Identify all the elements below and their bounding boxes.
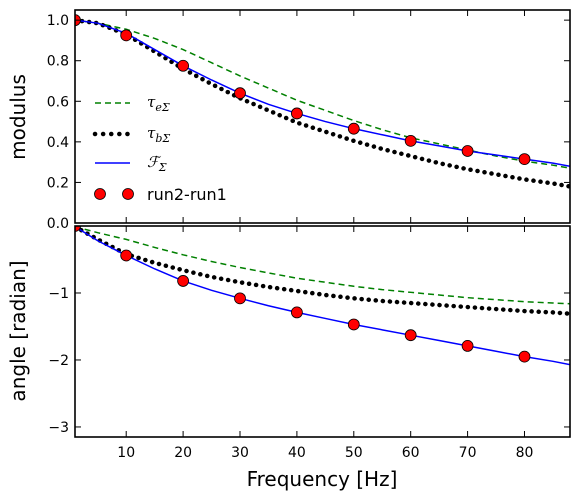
angle-y-tick-label: −2 <box>48 353 69 369</box>
angle-y-tick-label: −1 <box>48 286 69 302</box>
angle-panel: −3 −2 −1 10 20 30 40 50 60 70 80 angle [radian] F… <box>6 225 571 491</box>
modulus-y-tick-label: 0.0 <box>47 216 69 232</box>
legend-label-base: τ <box>147 93 156 111</box>
modulus-y-tick-label: 0.6 <box>47 94 69 110</box>
angle-series-group <box>75 226 570 366</box>
modulus-series-2-line <box>75 19 570 167</box>
angle-x-ticks: 10 20 30 40 50 60 70 80 <box>117 226 533 461</box>
modulus-y-tick-label: 1.0 <box>47 13 69 29</box>
angle-series-3-marker <box>518 350 531 363</box>
x-tick-label: 20 <box>174 445 192 461</box>
legend-label-subscript: bΣ <box>155 132 170 145</box>
angle-series-3-marker <box>120 249 133 262</box>
angle-y-ticks: −3 −2 −1 <box>48 286 570 436</box>
modulus-series-3-marker <box>120 29 133 42</box>
modulus-y-tick-label: 0.2 <box>47 175 69 191</box>
legend-label-base: τ <box>147 124 156 142</box>
modulus-series-3-marker <box>177 59 190 72</box>
modulus-y-tick-label: 0.8 <box>47 54 69 70</box>
modulus-series-3-marker <box>234 87 246 100</box>
modulus-panel: 0.00.20.40.60.81.0 modulus τeΣτbΣℱΣrun2-… <box>6 9 571 232</box>
legend-marker <box>122 188 134 200</box>
x-tick-label: 80 <box>516 445 534 461</box>
legend-label-base: ℱ <box>147 153 162 171</box>
modulus-y-tick-label: 0.4 <box>47 135 69 151</box>
modulus-series-3-marker <box>347 122 360 135</box>
modulus-x-ticks <box>125 10 525 223</box>
legend-label: τbΣ <box>147 124 170 145</box>
x-tick-label: 60 <box>402 445 420 461</box>
x-tick-label: 40 <box>288 445 306 461</box>
x-axis-label: Frequency [Hz] <box>247 467 398 491</box>
angle-series-3-marker <box>177 275 190 287</box>
modulus-series-3-marker <box>290 107 303 120</box>
x-tick-label: 30 <box>231 445 249 461</box>
angle-plot-area <box>75 226 570 366</box>
angle-series-0-line <box>75 226 570 305</box>
angle-series-3-marker <box>234 292 246 305</box>
legend-marker <box>94 188 106 200</box>
modulus-series-3-marker <box>518 153 531 166</box>
modulus-series-0-line <box>75 19 570 169</box>
angle-series-3-marker <box>75 226 81 232</box>
modulus-series-3-marker <box>404 134 417 147</box>
angle-series-1-line <box>75 226 570 316</box>
modulus-y-ticks: 0.0 0.2 0.4 0.6 0.8 1.0 <box>47 13 570 232</box>
modulus-series-1-line <box>75 17 570 189</box>
modulus-plot-area <box>75 14 570 189</box>
angle-series-3-marker <box>290 306 303 319</box>
angle-series-2-line <box>75 226 570 366</box>
angle-plot-frame <box>74 225 571 438</box>
angle-y-tick-label: −3 <box>48 420 69 436</box>
modulus-y-axis-label: modulus <box>6 74 30 160</box>
x-tick-label: 50 <box>345 445 363 461</box>
legend-label: τeΣ <box>147 93 170 114</box>
modulus-plot-frame <box>74 9 571 224</box>
modulus-series-group <box>75 14 570 189</box>
angle-series-3-marker <box>461 340 474 352</box>
legend-label-subscript: eΣ <box>155 101 170 114</box>
x-tick-label: 10 <box>117 445 135 461</box>
legend-label-subscript: Σ <box>158 161 167 174</box>
angle-y-axis-label: angle [radian] <box>6 260 30 401</box>
angle-series-3-marker <box>404 329 417 342</box>
legend-label: ℱΣ <box>147 153 167 174</box>
angle-series-3-marker <box>347 318 360 331</box>
modulus-series-3-marker <box>461 145 474 157</box>
legend-label: run2-run1 <box>147 185 227 204</box>
x-tick-label: 70 <box>459 445 477 461</box>
